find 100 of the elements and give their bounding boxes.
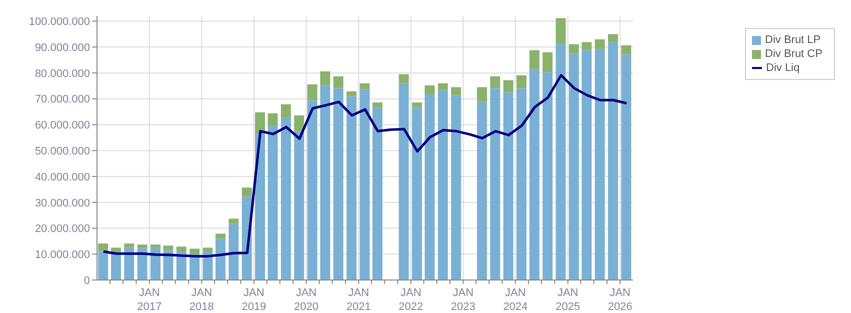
- bar: [568, 44, 579, 54]
- bar: [360, 89, 370, 280]
- bar: [503, 80, 514, 92]
- bar: [556, 18, 566, 44]
- bar: [294, 131, 304, 280]
- bar: [516, 88, 527, 280]
- bar: [176, 246, 186, 252]
- x-tick-label: JAN 2017: [137, 287, 162, 313]
- bar: [268, 113, 278, 126]
- bar: [412, 102, 422, 108]
- bar: [594, 39, 605, 50]
- bar: [372, 102, 382, 108]
- x-tick-label: JAN 2023: [450, 287, 476, 313]
- bar: [333, 76, 344, 88]
- legend-label: Div Brut LP: [765, 34, 821, 46]
- y-tick-label: 60.000.000: [34, 120, 90, 132]
- bar: [424, 85, 435, 94]
- bar: [398, 74, 409, 84]
- bar: [228, 224, 239, 280]
- bar: [307, 84, 318, 100]
- bar: [529, 50, 540, 70]
- bar: [516, 75, 527, 88]
- bar: [608, 42, 618, 280]
- y-tick-label: 100.000.000: [28, 16, 90, 28]
- bar: [228, 218, 239, 224]
- bar: [98, 244, 108, 252]
- bar: [163, 250, 174, 280]
- bar: [476, 101, 487, 280]
- bar: [346, 91, 357, 96]
- x-tick-label: JAN 2025: [556, 287, 580, 313]
- bar: [568, 53, 579, 280]
- bar: [372, 107, 382, 280]
- x-tick-label: JAN 2020: [294, 287, 318, 313]
- bar: [163, 246, 174, 250]
- bar: [582, 50, 592, 280]
- bar: [190, 248, 200, 254]
- x-tick-label: JAN 2022: [398, 287, 424, 313]
- bar: [255, 112, 266, 134]
- bar: [150, 248, 160, 280]
- bar: [438, 83, 448, 90]
- bar: [412, 107, 422, 280]
- bar: [529, 69, 540, 280]
- bar: [124, 248, 134, 280]
- bar: [333, 88, 344, 280]
- bar: [594, 49, 605, 280]
- bar: [202, 252, 213, 280]
- y-tick-label: 20.000.000: [34, 223, 90, 236]
- bar: [294, 115, 304, 132]
- y-tick-label: 0: [84, 274, 90, 287]
- bar: [621, 45, 632, 54]
- bar: [280, 104, 291, 118]
- bar: [137, 248, 148, 280]
- bar: [202, 248, 213, 252]
- bar: [307, 100, 318, 280]
- bar: [110, 248, 121, 252]
- y-tick-label: 70.000.000: [34, 94, 90, 106]
- bar: [268, 125, 278, 280]
- line-series: [102, 74, 628, 258]
- bar: [215, 238, 226, 280]
- x-tick-label: JAN 2024: [503, 287, 528, 313]
- bar: [124, 244, 134, 248]
- bar: [476, 87, 487, 102]
- bar: [215, 234, 226, 239]
- bar: [242, 188, 252, 196]
- y-tick-label: 90.000.000: [34, 42, 90, 54]
- bar: [490, 76, 500, 88]
- x-tick-label: JAN 2021: [346, 287, 371, 313]
- bar: [150, 244, 160, 248]
- bar: [98, 251, 108, 280]
- bar: [490, 88, 500, 280]
- y-tick-label: 30.000.000: [34, 197, 90, 210]
- bar: [398, 83, 409, 280]
- bar: [582, 42, 592, 50]
- bar: [320, 71, 330, 86]
- y-tick-label: 40.000.000: [34, 171, 90, 184]
- legend-label: Div Liq: [766, 62, 800, 74]
- bar: [621, 54, 632, 280]
- bar: [451, 87, 462, 96]
- bar: [503, 92, 514, 280]
- bar: [280, 117, 291, 280]
- bar: [424, 94, 435, 280]
- y-tick-label: 50.000.000: [34, 145, 90, 158]
- x-tick-label: JAN 2018: [189, 287, 214, 313]
- bar: [608, 34, 618, 42]
- bar: [137, 244, 148, 248]
- bar: [438, 90, 448, 280]
- bar: [360, 83, 370, 90]
- x-tick-label: JAN 2026: [608, 287, 632, 313]
- legend-label: Div Brut CP: [765, 48, 822, 60]
- bar: [346, 96, 357, 280]
- y-tick-label: 10.000.000: [34, 249, 90, 262]
- bar: [542, 72, 553, 280]
- bar: [451, 95, 462, 280]
- x-tick-label: JAN 2019: [242, 287, 266, 313]
- bar: [542, 52, 553, 72]
- y-tick-label: 80.000.000: [34, 68, 90, 80]
- bar: [556, 44, 566, 280]
- bar: [255, 134, 266, 280]
- bar: [320, 85, 330, 280]
- bar: [176, 252, 186, 280]
